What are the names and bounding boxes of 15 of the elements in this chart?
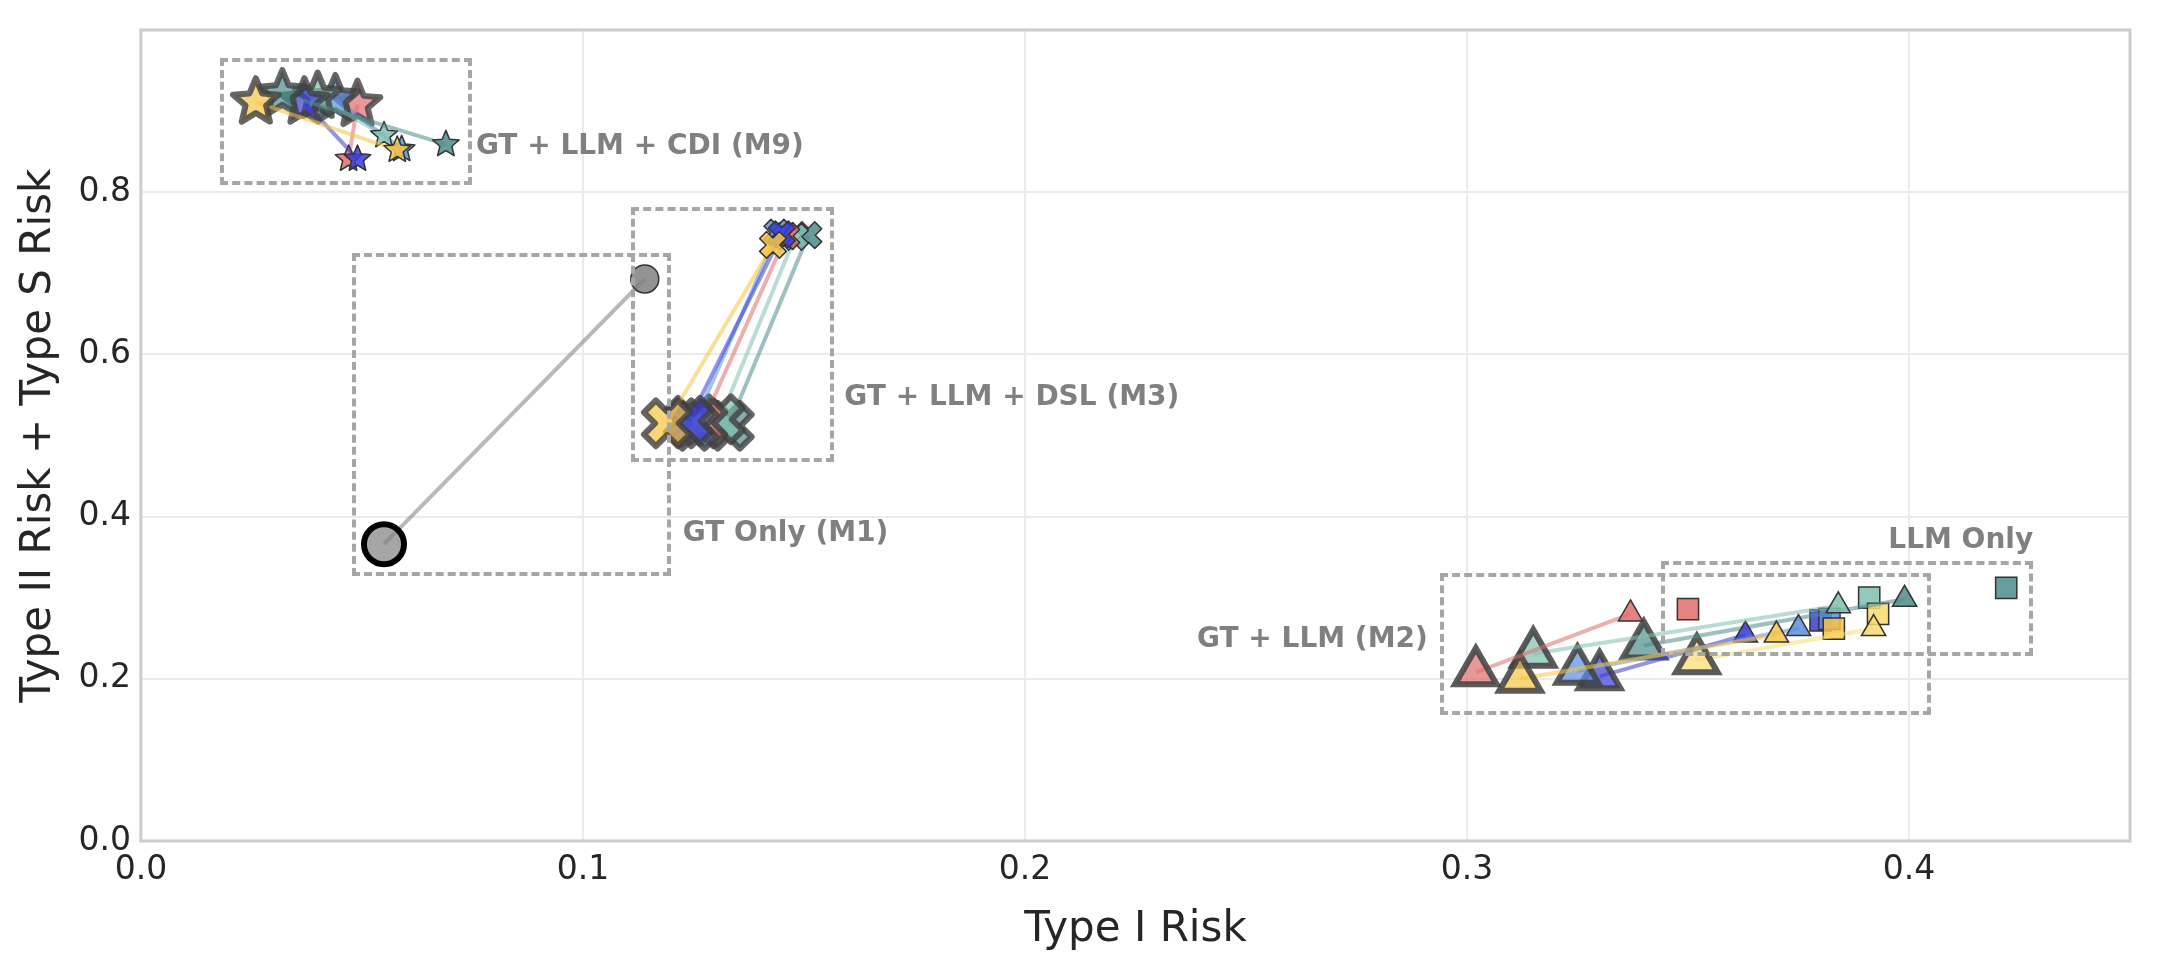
annotation: GT + LLM + CDI (M9)	[475, 127, 804, 161]
x-tick-label: 0.4	[1882, 848, 1936, 888]
x-tick-label: 0.1	[556, 848, 610, 888]
x-axis-title: Type I Risk	[1023, 901, 1248, 951]
annotation: LLM Only	[1888, 521, 2034, 555]
x-tick-label: 0.2	[998, 848, 1052, 888]
y-tick-label: 0.2	[78, 656, 131, 696]
annotation: GT + LLM + DSL (M3)	[844, 378, 1180, 412]
y-tick-label: 0.4	[78, 494, 131, 534]
annotation: GT + LLM (M2)	[1197, 620, 1428, 654]
annotation: GT Only (M1)	[682, 514, 889, 548]
x-tick-label: 0.3	[1440, 848, 1494, 888]
y-tick-label: 0.8	[78, 169, 131, 209]
y-tick-label: 0.6	[78, 331, 131, 371]
y-axis-title: Type II Risk + Type S Risk	[11, 167, 61, 704]
